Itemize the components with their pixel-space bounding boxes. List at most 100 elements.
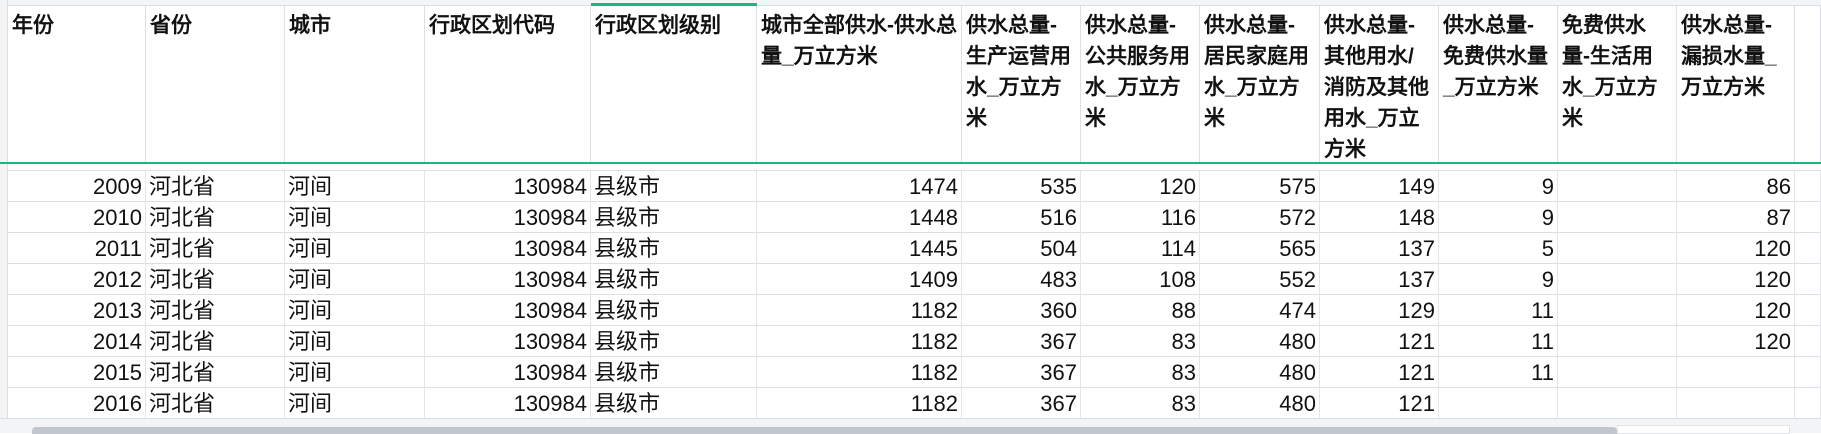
table-cell[interactable]: 535 — [962, 171, 1081, 202]
table-cell[interactable]: 108 — [1081, 264, 1200, 295]
table-cell[interactable]: 1182 — [757, 357, 962, 388]
column-header[interactable]: 城市 — [285, 6, 425, 163]
table-cell-empty[interactable] — [1795, 202, 1821, 233]
table-cell[interactable]: 河间 — [285, 295, 425, 326]
table-cell[interactable]: 河北省 — [146, 171, 285, 202]
table-cell[interactable]: 120 — [1677, 326, 1795, 357]
table-cell[interactable]: 148 — [1320, 202, 1439, 233]
table-cell[interactable]: 2011 — [8, 233, 146, 264]
table-cell[interactable] — [1439, 388, 1558, 418]
table-cell[interactable] — [1677, 357, 1795, 388]
table-cell[interactable]: 137 — [1320, 233, 1439, 264]
table-cell[interactable]: 1448 — [757, 202, 962, 233]
column-header[interactable]: 城市全部供水-供水总量_万立方米 — [757, 6, 962, 163]
table-cell[interactable]: 9 — [1439, 264, 1558, 295]
table-cell[interactable]: 河间 — [285, 357, 425, 388]
table-cell[interactable]: 130984 — [425, 202, 591, 233]
table-cell[interactable]: 11 — [1439, 295, 1558, 326]
table-cell[interactable] — [1558, 202, 1677, 233]
table-cell[interactable]: 2013 — [8, 295, 146, 326]
table-cell[interactable] — [1558, 264, 1677, 295]
table-cell[interactable]: 149 — [1320, 171, 1439, 202]
table-cell[interactable] — [1558, 171, 1677, 202]
table-cell-empty[interactable] — [1795, 233, 1821, 264]
table-cell[interactable]: 河间 — [285, 264, 425, 295]
table-cell[interactable]: 1445 — [757, 233, 962, 264]
column-header[interactable]: 供水总量-生产运营用水_万立方米 — [962, 6, 1081, 163]
table-cell[interactable]: 县级市 — [591, 326, 757, 357]
column-header[interactable]: 供水总量-居民家庭用水_万立方米 — [1200, 6, 1320, 163]
table-cell[interactable]: 87 — [1677, 202, 1795, 233]
table-cell[interactable]: 88 — [1081, 295, 1200, 326]
column-header[interactable]: 行政区划代码 — [425, 6, 591, 163]
column-header[interactable]: 供水总量-漏损水量_万立方米 — [1677, 6, 1795, 163]
horizontal-scrollbar[interactable] — [0, 418, 1821, 434]
table-cell-empty[interactable] — [1795, 264, 1821, 295]
table-cell[interactable]: 河北省 — [146, 233, 285, 264]
table-cell[interactable]: 县级市 — [591, 171, 757, 202]
table-cell[interactable]: 5 — [1439, 233, 1558, 264]
table-cell-empty[interactable] — [1795, 388, 1821, 418]
table-cell[interactable]: 83 — [1081, 388, 1200, 418]
table-cell[interactable]: 575 — [1200, 171, 1320, 202]
table-cell[interactable] — [1558, 357, 1677, 388]
table-cell[interactable]: 120 — [1081, 171, 1200, 202]
table-cell[interactable]: 县级市 — [591, 202, 757, 233]
table-cell[interactable]: 121 — [1320, 357, 1439, 388]
table-cell[interactable]: 1182 — [757, 326, 962, 357]
table-cell[interactable]: 552 — [1200, 264, 1320, 295]
table-cell[interactable]: 1409 — [757, 264, 962, 295]
table-cell[interactable]: 130984 — [425, 388, 591, 418]
table-cell[interactable]: 河间 — [285, 171, 425, 202]
table-cell[interactable]: 114 — [1081, 233, 1200, 264]
table-cell[interactable]: 河间 — [285, 233, 425, 264]
table-cell-empty[interactable] — [1795, 357, 1821, 388]
table-cell[interactable]: 1182 — [757, 388, 962, 418]
table-cell[interactable]: 2014 — [8, 326, 146, 357]
table-cell[interactable]: 483 — [962, 264, 1081, 295]
column-header[interactable]: 供水总量-公共服务用水_万立方米 — [1081, 6, 1200, 163]
table-cell[interactable]: 480 — [1200, 388, 1320, 418]
table-cell[interactable]: 83 — [1081, 357, 1200, 388]
table-cell[interactable]: 河北省 — [146, 388, 285, 418]
table-cell[interactable]: 河间 — [285, 388, 425, 418]
table-cell[interactable]: 360 — [962, 295, 1081, 326]
table-cell[interactable]: 86 — [1677, 171, 1795, 202]
table-cell[interactable]: 367 — [962, 388, 1081, 418]
column-header[interactable]: 免费供水量-生活用水_万立方米 — [1558, 6, 1677, 163]
table-cell[interactable]: 121 — [1320, 326, 1439, 357]
table-cell[interactable] — [1558, 326, 1677, 357]
table-cell[interactable]: 县级市 — [591, 357, 757, 388]
table-cell[interactable]: 120 — [1677, 295, 1795, 326]
table-cell[interactable]: 480 — [1200, 326, 1320, 357]
table-cell[interactable]: 120 — [1677, 233, 1795, 264]
table-cell[interactable]: 河北省 — [146, 357, 285, 388]
table-cell[interactable]: 130984 — [425, 171, 591, 202]
table-cell[interactable]: 2009 — [8, 171, 146, 202]
table-cell[interactable]: 河间 — [285, 202, 425, 233]
table-cell[interactable]: 11 — [1439, 326, 1558, 357]
scrollbar-thumb[interactable] — [32, 427, 1617, 434]
table-cell[interactable]: 83 — [1081, 326, 1200, 357]
table-cell[interactable]: 2010 — [8, 202, 146, 233]
table-cell[interactable]: 河北省 — [146, 202, 285, 233]
table-cell[interactable]: 121 — [1320, 388, 1439, 418]
table-cell[interactable] — [1558, 233, 1677, 264]
table-cell[interactable]: 河北省 — [146, 295, 285, 326]
table-cell[interactable]: 516 — [962, 202, 1081, 233]
column-header[interactable]: 供水总量-其他用水/消防及其他用水_万立方米 — [1320, 6, 1439, 163]
table-cell[interactable]: 河间 — [285, 326, 425, 357]
table-cell[interactable]: 县级市 — [591, 295, 757, 326]
table-cell[interactable]: 130984 — [425, 233, 591, 264]
column-header-empty[interactable] — [1795, 6, 1821, 163]
table-cell[interactable]: 2015 — [8, 357, 146, 388]
table-cell[interactable]: 1474 — [757, 171, 962, 202]
table-cell[interactable]: 504 — [962, 233, 1081, 264]
table-cell[interactable]: 县级市 — [591, 264, 757, 295]
column-header[interactable]: 年份 — [8, 6, 146, 163]
table-cell-empty[interactable] — [1795, 326, 1821, 357]
table-cell[interactable]: 9 — [1439, 202, 1558, 233]
table-cell[interactable]: 9 — [1439, 171, 1558, 202]
table-cell[interactable]: 120 — [1677, 264, 1795, 295]
table-cell[interactable]: 130984 — [425, 326, 591, 357]
